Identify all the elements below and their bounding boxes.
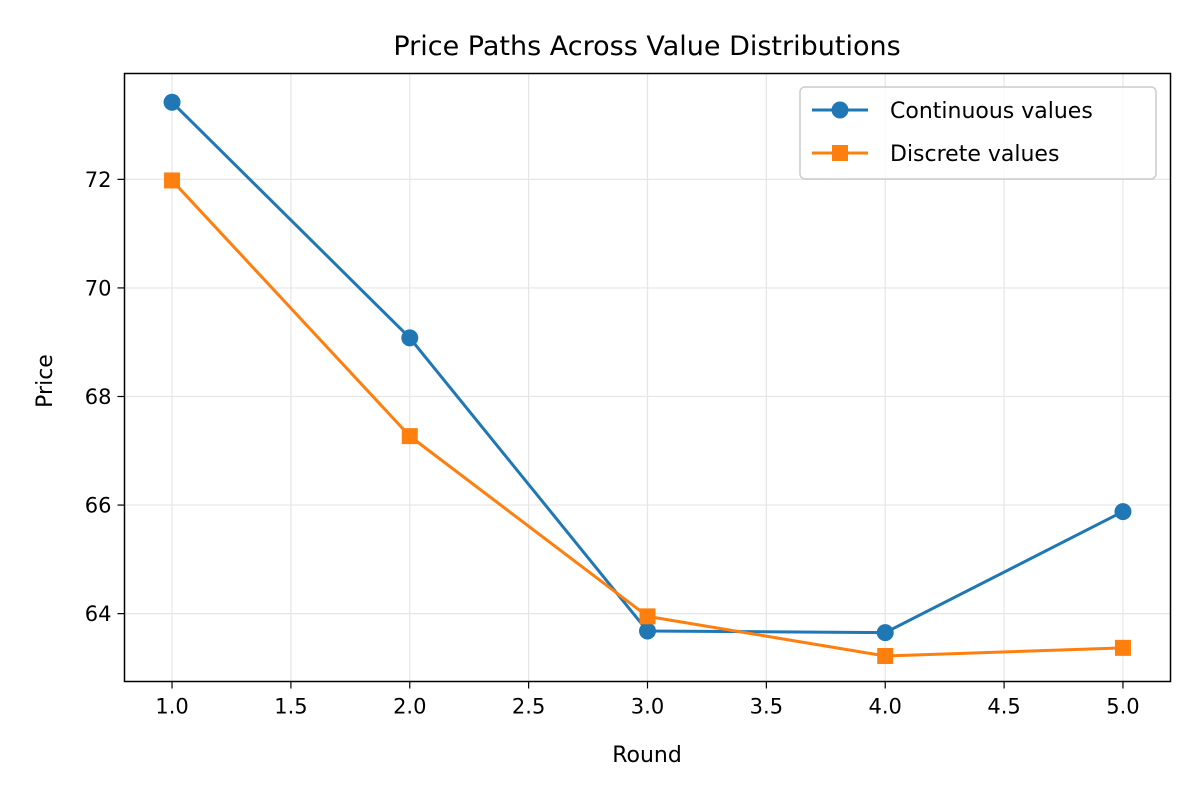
x-axis-label: Round [612, 743, 682, 768]
x-tick-label: 3.0 [631, 695, 664, 719]
series-layer [163, 93, 1132, 664]
y-tick-label: 66 [85, 494, 112, 518]
x-tick-label: 2.5 [512, 695, 545, 719]
data-point [401, 329, 419, 347]
legend-marker [832, 145, 848, 161]
y-tick-label: 70 [85, 276, 112, 300]
data-point [163, 93, 181, 111]
legend-box [799, 86, 1157, 180]
x-tick-label: 4.0 [869, 695, 902, 719]
x-tick-label: 1.0 [155, 695, 188, 719]
chart-title: Price Paths Across Value Distributions [393, 31, 900, 62]
series-continuous [163, 93, 1132, 642]
tick-layer: 1.0 1.5 2.0 2.5 3.0 3.5 4.0 4.5 5.0 64 66 68 70 72 [85, 168, 1140, 719]
data-point [1114, 639, 1131, 656]
x-tick-label: 3.5 [750, 695, 783, 719]
data-point [639, 622, 656, 640]
x-tick-label: 4.5 [987, 695, 1020, 719]
y-tick-label: 68 [85, 385, 112, 409]
data-point [876, 624, 894, 642]
data-point [401, 428, 418, 445]
data-point [1114, 503, 1132, 521]
y-tick-label: 64 [85, 602, 112, 626]
legend-label: Discrete values [890, 142, 1059, 167]
legend-item: Discrete values [812, 142, 1059, 167]
x-tick-label: 5.0 [1106, 695, 1139, 719]
data-point [639, 608, 656, 625]
data-point [877, 647, 894, 664]
y-axis-label: Price [33, 354, 58, 408]
x-tick-label: 1.5 [274, 695, 307, 719]
legend: Continuous values Discrete values [799, 86, 1157, 180]
legend-marker [831, 101, 849, 119]
series-discrete [164, 172, 1131, 664]
legend-item: Continuous values [812, 99, 1093, 124]
legend-label: Continuous values [890, 99, 1093, 124]
y-tick-label: 72 [85, 168, 112, 192]
x-tick-label: 2.0 [393, 695, 426, 719]
data-point [164, 172, 181, 189]
